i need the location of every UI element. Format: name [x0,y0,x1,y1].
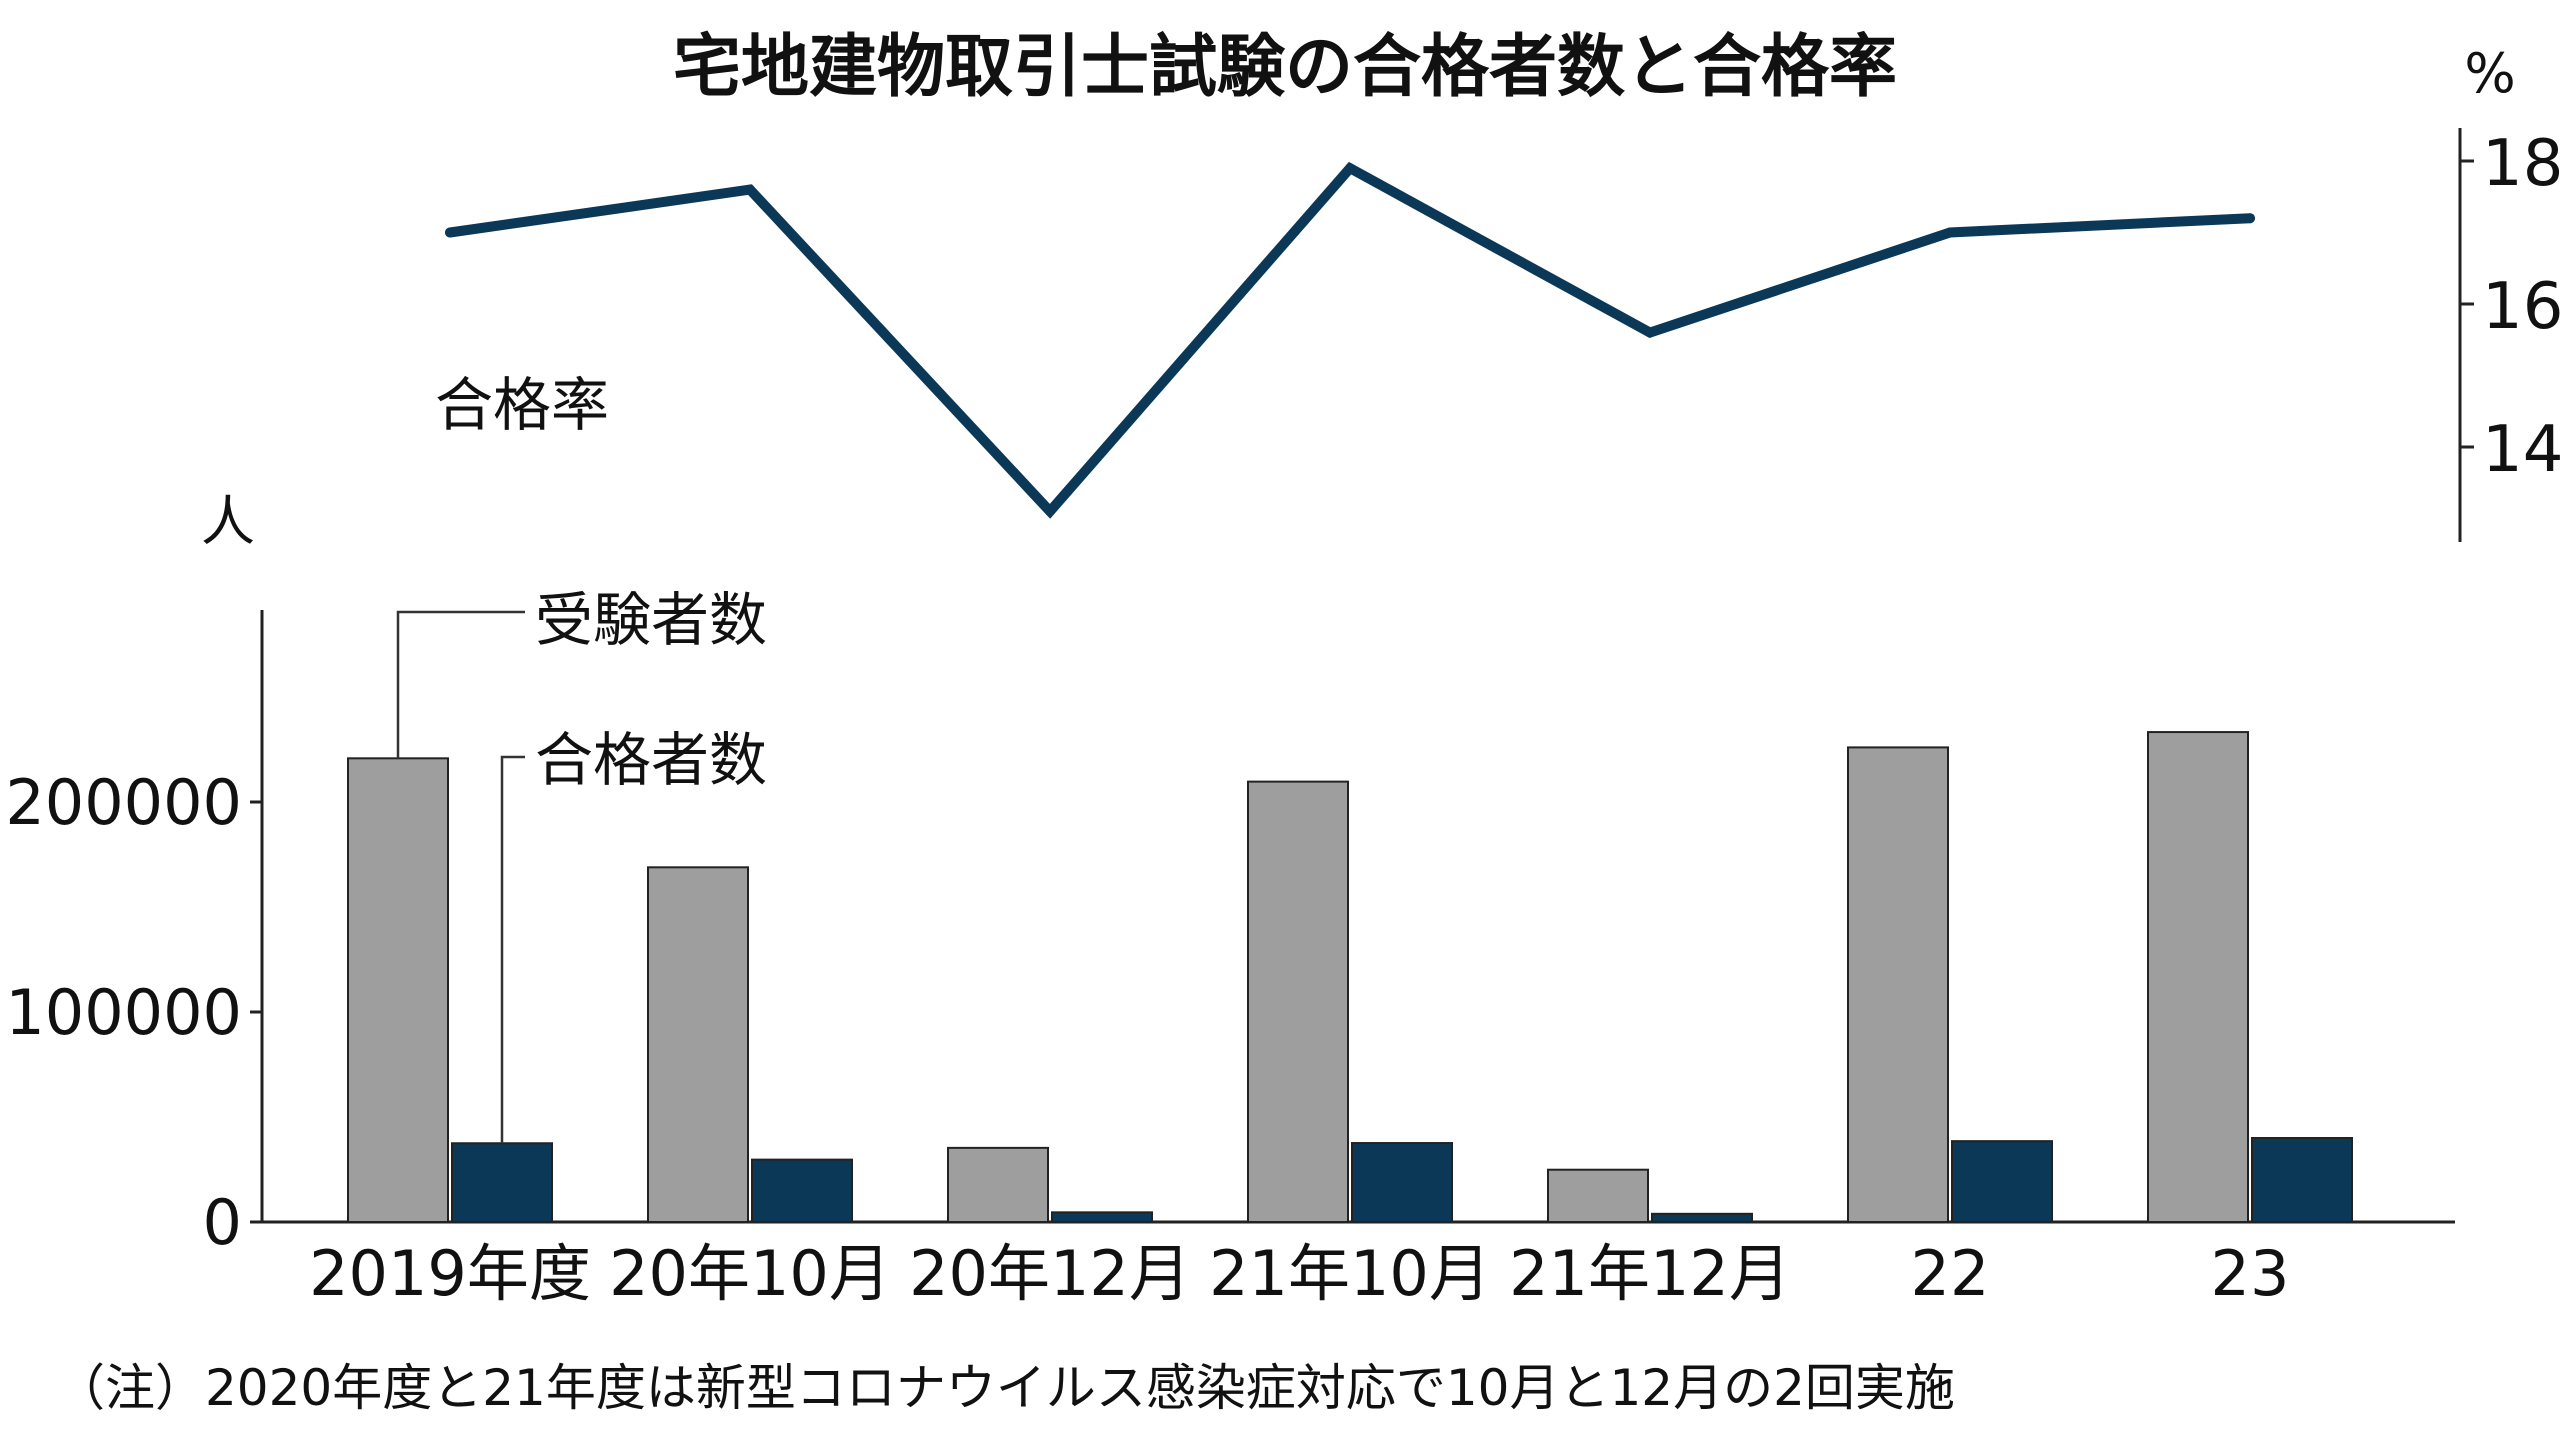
category-label: 2019年度 [309,1237,591,1310]
examinees-bar [647,866,749,1223]
passers-bar [1651,1212,1753,1224]
rate-y-tick-label: 18 [2482,127,2560,201]
passers-leader-line [500,755,525,1144]
pass-rate-label: 合格率 [435,371,609,439]
pass-rate-point [1645,327,1655,338]
passers-bar [1351,1142,1453,1224]
examinees-leader-line [396,610,525,759]
category-label: 21年10月 [1209,1237,1491,1310]
passers-label: 合格者数 [535,726,767,794]
category-label: 23 [2211,1237,2290,1310]
passers-bar [1951,1140,2053,1224]
rate-axis-unit: % [2464,42,2515,105]
pass-rate-line [445,161,2255,519]
pass-rate-point [1345,163,1355,174]
passers-bar [1051,1211,1153,1223]
pass-rate-point [1045,506,1055,517]
category-label: 20年12月 [909,1237,1191,1310]
chart-title: 宅地建物取引士試験の合格者数と合格率 [673,28,1897,107]
pass-rate-point [445,227,455,238]
pass-rate-point [1945,227,1955,238]
category-label: 21年12月 [1509,1237,1791,1310]
examinees-bar [1847,746,1949,1224]
pass-rate-panel: % 合格率 14 16 18 [435,42,2560,542]
examinees-bar [2147,731,2249,1223]
pass-rate-point [2245,213,2255,224]
examinees-bar [1547,1168,1649,1223]
passers-bar [751,1158,853,1224]
examinees-bar [347,757,449,1223]
category-label: 22 [1911,1237,1990,1310]
bar-panel: 人 受験者数 合格者数 0 100000 200000 2019年度 20年10月 20年… [5,490,2455,1310]
category-label: 20年10月 [609,1237,891,1310]
rate-y-tick-label: 14 [2482,413,2560,487]
passers-bar [451,1142,553,1223]
rate-y-tick-label: 16 [2482,270,2560,344]
pass-rate-point [745,184,755,195]
examinees-bar [947,1146,1049,1223]
bar-axis-unit: 人 [201,490,255,553]
bar-y-tick-label: 200000 [5,766,242,839]
footnote: （注）2020年度と21年度は新型コロナウイルス感染症対応で10月と12月の2回… [55,1359,1955,1417]
passers-bar [2251,1137,2353,1223]
examinees-label: 受験者数 [535,586,767,654]
bar-y-tick-label: 0 [203,1186,242,1259]
bar-y-tick-label: 100000 [5,976,242,1049]
examinees-bar [1247,780,1349,1223]
